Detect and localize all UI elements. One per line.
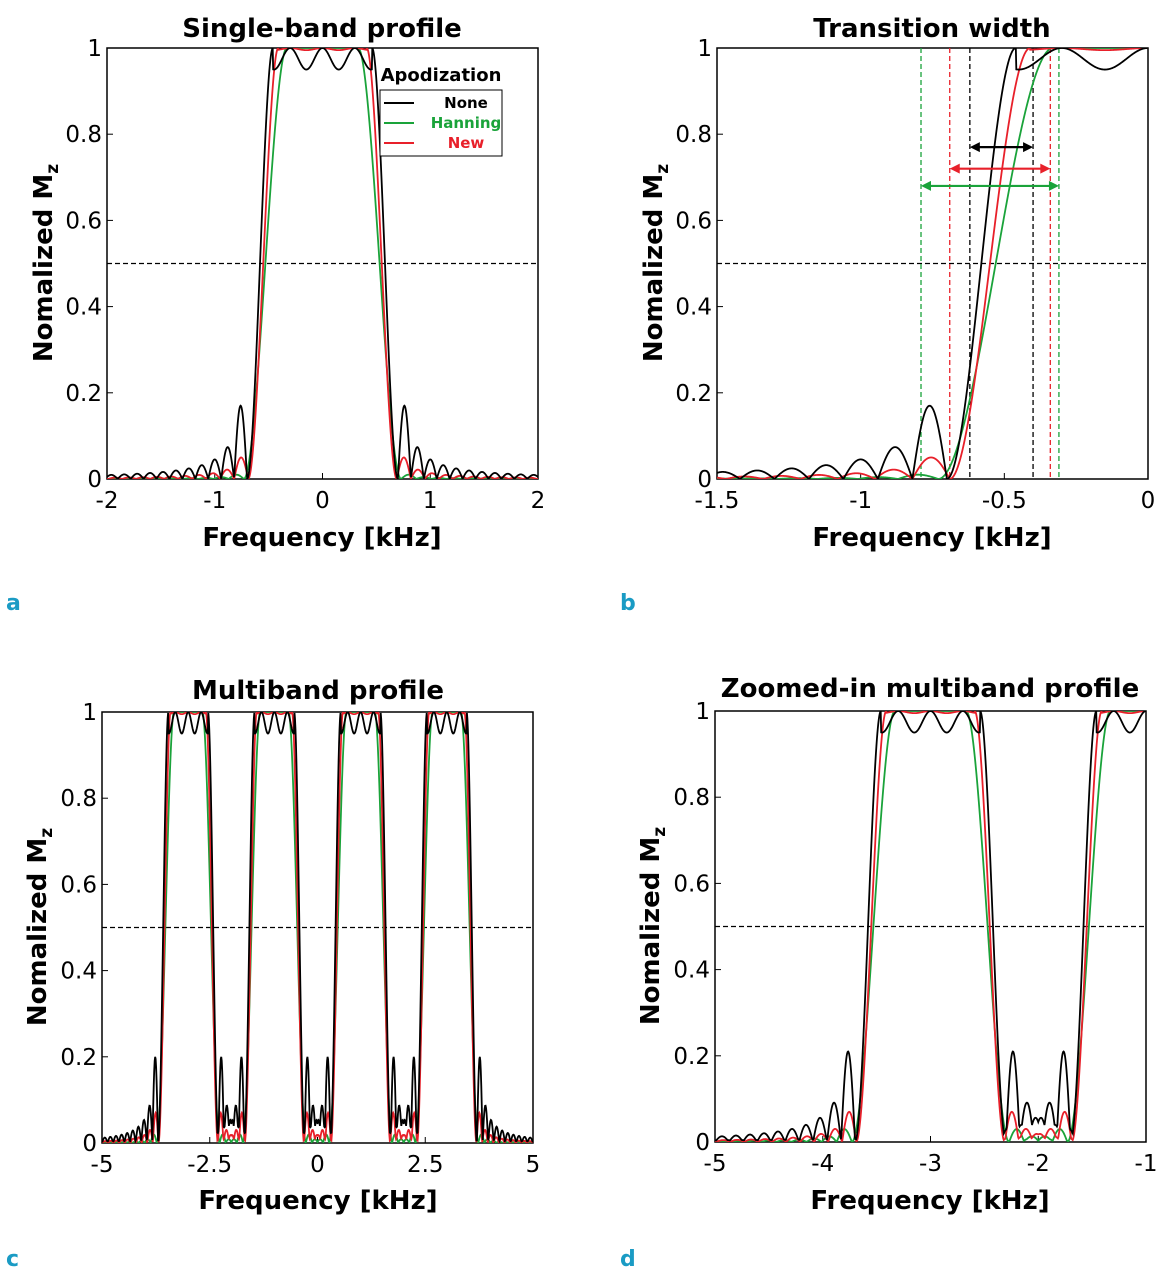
panel-a-ytick-label: 0.2 xyxy=(65,381,102,407)
panel-a-xtick-label: -2 xyxy=(96,488,119,514)
panel-c-line-none xyxy=(102,712,533,1143)
panel-a-ylabel-main: Nomalized M xyxy=(29,174,59,362)
panel-a-ytick-label: 1 xyxy=(87,36,102,62)
panel-b-ytick-label: 1 xyxy=(697,36,712,62)
panel-a-ytick-label: 0.4 xyxy=(65,295,102,321)
panel-c-ylabel: Nomalized Mz xyxy=(23,828,57,1026)
panel-c-xtick-label: -2.5 xyxy=(187,1152,232,1178)
panel-a-xtick-label: 0 xyxy=(315,488,330,514)
panel-c-xtick-label: 5 xyxy=(526,1152,541,1178)
panel-d-xtick-label: -3 xyxy=(919,1151,942,1177)
panel-d-line-new xyxy=(715,711,1146,1142)
panel-b-ytick-label: 0.6 xyxy=(675,208,712,234)
panel-c-plot: -5 -2.5 0 2.5 5 0 0.2 0.4 0.6 0.8 1 xyxy=(60,700,540,1178)
panel-c-ytick-label: 0 xyxy=(82,1131,97,1157)
panel-d-xtick-label: -1 xyxy=(1135,1151,1158,1177)
legend-label-hanning: Hanning xyxy=(431,114,502,132)
panel-c-ytick-label: 0.6 xyxy=(60,872,97,898)
panel-c: Multiband profile -5 -2.5 0 2.5 5 0 0.2 0.4 0.6 0… xyxy=(6,676,540,1272)
panel-b-ytick-label: 0 xyxy=(697,467,712,493)
panel-a-line-new xyxy=(107,48,538,479)
panel-d-xlabel: Frequency [kHz] xyxy=(810,1186,1049,1216)
panel-b-ytick-label: 0.2 xyxy=(675,381,712,407)
panel-b-ylabel-sub: z xyxy=(653,164,673,174)
panel-a-plot: -2 -1 0 1 2 0 0.2 0.4 0.6 0.8 1 xyxy=(65,36,545,514)
panel-d-ytick-label: 0.2 xyxy=(673,1044,710,1070)
panel-letter-b: b xyxy=(620,591,636,616)
panel-a-xlabel: Frequency [kHz] xyxy=(202,523,441,553)
panel-b-xtick-label: -1 xyxy=(849,488,872,514)
panel-c-ylabel-sub: z xyxy=(37,828,57,838)
panel-b-title: Transition width xyxy=(813,14,1050,44)
panel-d-ytick-label: 0.6 xyxy=(673,871,710,897)
panel-a-title: Single-band profile xyxy=(182,14,462,44)
panel-letter-c: c xyxy=(6,1247,19,1272)
legend-label-none: None xyxy=(444,94,488,112)
panel-b-ytick-label: 0.4 xyxy=(675,295,712,321)
panel-d-xtick-label: -2 xyxy=(1027,1151,1050,1177)
panel-d-title: Zoomed-in multiband profile xyxy=(721,674,1139,704)
panel-a-xtick-label: -1 xyxy=(203,488,226,514)
panel-d-ylabel-sub: z xyxy=(650,827,670,837)
panel-c-title: Multiband profile xyxy=(192,676,444,706)
panel-c-xtick-label: 2.5 xyxy=(407,1152,444,1178)
panel-b-plot: -1.5 -1 -0.5 0 0 0.2 0.4 0.6 0.8 1 xyxy=(675,36,1155,514)
panel-letter-a: a xyxy=(6,591,21,616)
panel-b-line-hanning xyxy=(717,48,1148,479)
panel-c-ylabel-main: Nomalized M xyxy=(23,838,53,1026)
panel-a-ytick-label: 0.6 xyxy=(65,208,102,234)
legend-label-new: New xyxy=(448,134,485,152)
panel-c-xlabel: Frequency [kHz] xyxy=(198,1186,437,1216)
panel-a-ytick-label: 0.8 xyxy=(65,122,102,148)
panel-a-xtick-label: 1 xyxy=(423,488,438,514)
panel-c-ytick-label: 1 xyxy=(82,700,97,726)
panel-b-ytick-label: 0.8 xyxy=(675,122,712,148)
panel-b-xtick-label: -0.5 xyxy=(982,488,1027,514)
panel-d-ytick-label: 0.4 xyxy=(673,958,710,984)
panel-b-ylabel: Nomalized Mz xyxy=(639,164,673,362)
panel-a-ylabel-sub: z xyxy=(43,164,63,174)
panel-b-width-arrow xyxy=(949,163,1051,174)
panel-letter-d: d xyxy=(620,1247,636,1272)
panel-a-xtick-label: 2 xyxy=(531,488,546,514)
panel-d-ytick-label: 0.8 xyxy=(673,785,710,811)
panel-c-ytick-label: 0.2 xyxy=(60,1045,97,1071)
panel-b-line-none xyxy=(717,48,1148,479)
panel-d-ylabel: Nomalized Mz xyxy=(636,827,670,1025)
panel-a-ylabel: Nomalized Mz xyxy=(29,164,63,362)
panel-c-ytick-label: 0.8 xyxy=(60,786,97,812)
panel-b-xtick-label: -1.5 xyxy=(695,488,740,514)
panel-b-width-arrow xyxy=(921,180,1059,191)
panel-b-ylabel-main: Nomalized M xyxy=(639,174,669,362)
panel-d-line-none xyxy=(715,711,1146,1142)
legend-title: Apodization xyxy=(381,65,502,86)
panel-b-width-arrow xyxy=(969,142,1034,153)
panel-c-xtick-label: -5 xyxy=(91,1152,114,1178)
panel-d-ytick-label: 0 xyxy=(695,1130,710,1156)
panel-c-xtick-label: 0 xyxy=(310,1152,325,1178)
panel-b: Transition width -1.5 -1 -0.5 0 0 0.2 0.4 0.6 0.… xyxy=(620,14,1155,616)
panel-b-xlabel: Frequency [kHz] xyxy=(812,523,1051,553)
panel-d-ylabel-main: Nomalized M xyxy=(636,837,666,1025)
panel-a-ytick-label: 0 xyxy=(87,467,102,493)
panel-d-xtick-label: -4 xyxy=(811,1151,834,1177)
panel-d-xtick-label: -5 xyxy=(704,1151,727,1177)
panel-d: Zoomed-in multiband profile -5 -4 -3 -2 -1 0 0… xyxy=(620,674,1157,1272)
panel-b-xtick-label: 0 xyxy=(1141,488,1156,514)
panel-c-ytick-label: 0.4 xyxy=(60,959,97,985)
panel-b-line-new xyxy=(717,48,1148,479)
panel-a-line-none xyxy=(107,48,538,479)
panel-d-plot: -5 -4 -3 -2 -1 0 0.2 0.4 0.6 0.8 1 xyxy=(673,699,1157,1177)
legend: Apodization None Hanning New xyxy=(379,65,503,157)
panel-a: Single-band profile -2 -1 0 1 2 0 0.2 0.4 0.6 0.8… xyxy=(6,14,545,616)
panel-d-ytick-label: 1 xyxy=(695,699,710,725)
